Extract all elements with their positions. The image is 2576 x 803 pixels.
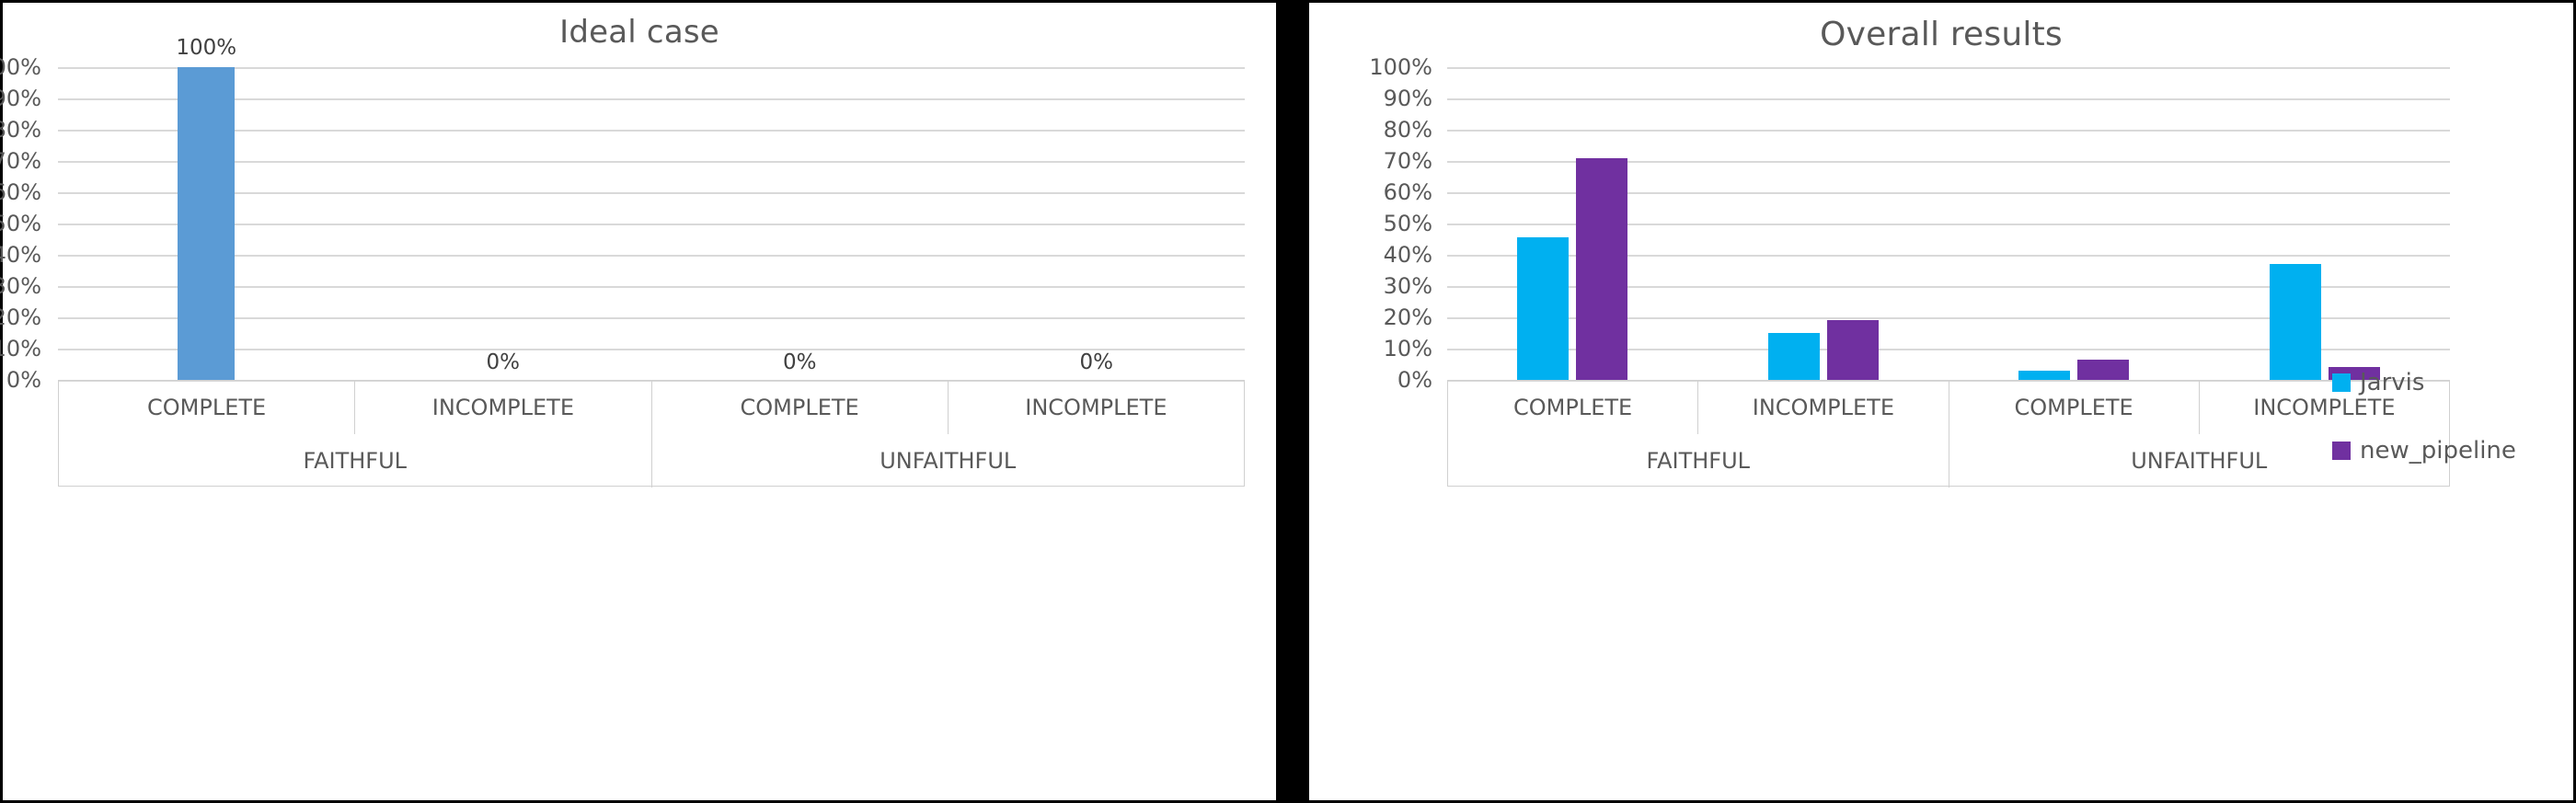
legend-swatch-icon [2332,442,2351,460]
bar-group [1447,67,1698,380]
category-group-label: FAITHFUL [59,434,652,488]
y-axis-tick-label: 100% [1369,54,1432,80]
bar-data-label: 0% [1079,350,1114,374]
bar-group: 0% [949,67,1246,380]
y-axis-tick-label: 70% [0,148,41,174]
y-axis-tick-label: 10% [0,336,41,361]
legend: Jarvis new_pipeline [2332,369,2553,505]
category-group-label: UNFAITHFUL [880,448,1017,474]
bar [2018,370,2071,380]
y-axis-tick-label: 80% [0,117,41,143]
y-axis-tick-label: 30% [1383,273,1432,299]
chart-panel-overall-results: Overall results 100% 90% 80% 70% 60% 50% 40% 30… [1306,0,2576,803]
y-axis-tick-label: 40% [0,242,41,268]
gridline [58,255,1245,257]
y-axis-tick-label: 20% [0,304,41,330]
page-title-overall: Overall results [1820,16,2063,53]
bar-group [2200,67,2451,380]
y-axis-tick-label: 40% [1383,242,1432,268]
plot-area-left: 100% 0% 0% 0% [58,36,1246,382]
category-label: COMPLETE [652,381,949,434]
y-axis-tick-label: 90% [0,86,41,111]
gridline [1447,161,2450,163]
gridline [58,224,1245,225]
gridline [1447,67,2450,69]
bar-series-right [1447,67,2450,380]
y-axis-tick-label: 90% [1383,86,1432,111]
y-axis-tick-label: 100% [0,54,41,80]
bar-group [1698,67,1949,380]
gridline [58,161,1245,163]
bar-data-label: 100% [176,36,237,60]
plot-area-right [1447,67,2450,382]
y-axis-tick-label: 60% [0,179,41,205]
bar [1767,333,1820,380]
panel-divider [1279,0,1306,803]
bar-series-left: 100% 0% 0% 0% [58,36,1246,380]
y-axis-tick-label: 0% [6,367,41,393]
bar-data-label: 0% [783,350,817,374]
bar [2077,359,2130,380]
category-label: COMPLETE [1448,381,1699,434]
legend-item[interactable]: Jarvis [2332,369,2553,396]
category-label: COMPLETE [1949,381,2200,434]
bar-data-label: 0% [486,350,521,374]
bar-group: 0% [651,67,949,380]
y-axis-tick-label: 80% [1383,117,1432,143]
gridline [1447,286,2450,288]
y-axis-tick-label: 10% [1383,336,1432,361]
gridline [1447,255,2450,257]
gridline [1447,349,2450,350]
legend-label: new_pipeline [2360,437,2516,465]
legend-label: Jarvis [2360,369,2425,396]
category-label: COMPLETE [59,381,356,434]
bar [1826,320,1879,380]
category-label: INCOMPLETE [431,395,574,420]
bar [1576,157,1628,380]
gridline [1447,224,2450,225]
chart-panel-ideal-case: Ideal case 100%90%80%70%60%50%40%30%20%1… [0,0,1279,803]
bar-group: 0% [355,67,652,380]
y-axis-tick-label: 20% [1383,304,1432,330]
y-axis-tick-label: 70% [1383,148,1432,174]
page-title: Ideal case [559,14,719,51]
gridline [58,130,1245,132]
gridline [58,349,1245,350]
y-axis-labels-left: 100% 90% 80% 70% 60% 50% 40% 30% 20% 10% 0% [0,54,51,393]
y-axis-tick-label: 30% [0,273,41,299]
bar [1517,237,1570,380]
y-axis-tick-label: 50% [1383,211,1432,236]
bar: 100% [176,36,236,380]
gridline [58,192,1245,194]
y-axis-tick-label: 50% [0,211,41,236]
gridline [58,67,1245,69]
gridline [1447,192,2450,194]
legend-swatch-icon [2332,373,2351,392]
bar-group [1949,67,2200,380]
gridline [58,317,1245,319]
y-axis-tick-label: 0% [1397,367,1432,393]
bar [2269,264,2321,380]
bar-group: 100% [58,36,355,380]
y-axis-tick-label: 60% [1383,179,1432,205]
category-group-label: FAITHFUL [1448,434,1949,488]
gridline [58,286,1245,288]
legend-item[interactable]: new_pipeline [2332,437,2553,465]
category-label: INCOMPLETE [2253,395,2396,420]
category-group-label: UNFAITHFUL [2131,448,2268,474]
gridline [1447,317,2450,319]
y-axis-labels-right: 100% 90% 80% 70% 60% 50% 40% 30% 20% 10% 0% [1346,54,1442,393]
category-axis-right: COMPLETE INCOMPLETE COMPLETE INCOMPLETE FAI… [1447,380,2450,488]
gridline [1447,130,2450,132]
gridline [1447,98,2450,100]
category-label: INCOMPLETE [1025,395,1167,420]
category-label: INCOMPLETE [1752,395,1894,420]
category-axis-left: COMPLETE INCOMPLETE COMPLETE INCOMPLETE FAI… [58,380,1245,488]
gridline [58,98,1245,100]
